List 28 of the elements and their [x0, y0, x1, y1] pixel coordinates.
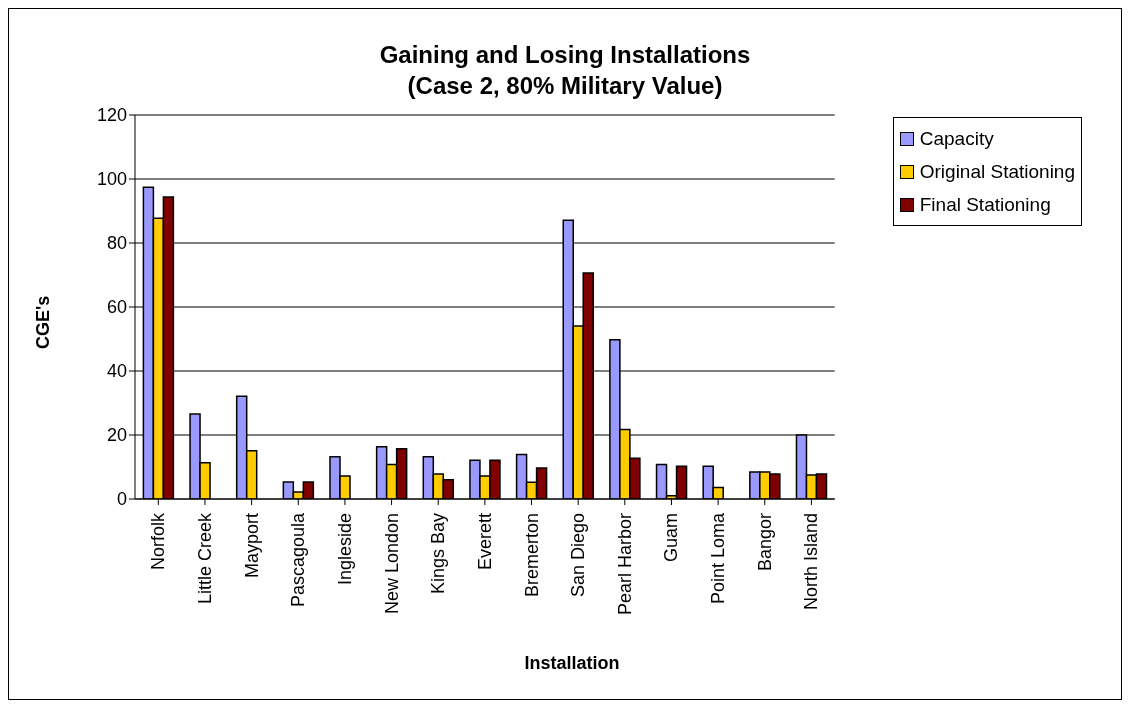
- y-axis-title: CGE's: [33, 295, 54, 349]
- y-tick-label: 40: [106, 361, 127, 382]
- x-tick-label: Mayport: [241, 513, 262, 579]
- x-tick-label: Pascagoula: [288, 512, 309, 608]
- x-tick-label: Pearl Harbor: [614, 513, 635, 616]
- x-tick-label: Point Loma: [708, 512, 729, 605]
- legend-label: Original Stationing: [919, 160, 1075, 184]
- x-tick-label: Little Creek: [194, 512, 215, 605]
- y-tick-label: 20: [106, 425, 127, 446]
- y-tick-label: 60: [106, 297, 127, 318]
- legend-label: Final Stationing: [919, 193, 1051, 217]
- y-tick-label: 0: [116, 489, 127, 510]
- x-tick-label: Kings Bay: [428, 513, 449, 595]
- x-tick-label: Ingleside: [334, 513, 355, 586]
- x-tick-label: San Diego: [568, 513, 589, 598]
- y-tick-label: 100: [96, 169, 127, 190]
- x-tick-label: Guam: [661, 513, 682, 563]
- x-tick-label: Norfolk: [148, 512, 169, 571]
- legend-label: Capacity: [919, 127, 994, 151]
- x-tick-label: Bangor: [754, 513, 775, 572]
- chart-title: Gaining and Losing Installations (Case 2, 80% Military Value): [378, 40, 752, 101]
- x-tick-label: New London: [381, 513, 402, 615]
- x-tick-label: North Island: [801, 513, 822, 611]
- x-axis-title: Installation: [523, 653, 621, 674]
- y-tick-label: 120: [96, 105, 127, 126]
- x-tick-label: Everett: [474, 513, 495, 571]
- y-tick-label: 80: [106, 233, 127, 254]
- x-tick-label: Bremerton: [521, 513, 542, 598]
